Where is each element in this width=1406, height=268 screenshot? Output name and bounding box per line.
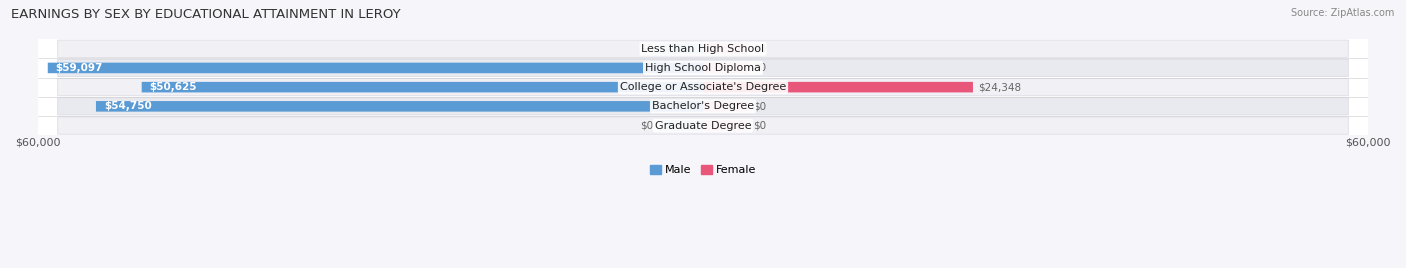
FancyBboxPatch shape: [96, 101, 703, 112]
Text: $0: $0: [640, 44, 654, 54]
FancyBboxPatch shape: [703, 101, 748, 112]
FancyBboxPatch shape: [58, 98, 1348, 115]
Text: Source: ZipAtlas.com: Source: ZipAtlas.com: [1291, 8, 1395, 18]
FancyBboxPatch shape: [58, 117, 1348, 134]
Text: College or Associate's Degree: College or Associate's Degree: [620, 82, 786, 92]
FancyBboxPatch shape: [703, 120, 748, 131]
Text: $0: $0: [752, 121, 766, 131]
FancyBboxPatch shape: [658, 120, 703, 131]
Text: $0: $0: [640, 121, 654, 131]
Text: Less than High School: Less than High School: [641, 44, 765, 54]
FancyBboxPatch shape: [58, 79, 1348, 96]
Text: $0: $0: [752, 44, 766, 54]
Text: High School Diploma: High School Diploma: [645, 63, 761, 73]
FancyBboxPatch shape: [58, 59, 1348, 77]
Text: $0: $0: [752, 63, 766, 73]
FancyBboxPatch shape: [658, 43, 703, 54]
Text: $54,750: $54,750: [104, 101, 152, 111]
FancyBboxPatch shape: [703, 63, 748, 73]
FancyBboxPatch shape: [58, 40, 1348, 57]
FancyBboxPatch shape: [703, 82, 973, 92]
Text: $24,348: $24,348: [979, 82, 1021, 92]
FancyBboxPatch shape: [703, 43, 748, 54]
Legend: Male, Female: Male, Female: [645, 160, 761, 180]
Text: $0: $0: [752, 101, 766, 111]
Text: Graduate Degree: Graduate Degree: [655, 121, 751, 131]
FancyBboxPatch shape: [48, 63, 703, 73]
Text: $50,625: $50,625: [149, 82, 197, 92]
Text: EARNINGS BY SEX BY EDUCATIONAL ATTAINMENT IN LEROY: EARNINGS BY SEX BY EDUCATIONAL ATTAINMEN…: [11, 8, 401, 21]
FancyBboxPatch shape: [142, 82, 703, 92]
Text: Bachelor's Degree: Bachelor's Degree: [652, 101, 754, 111]
Text: $59,097: $59,097: [56, 63, 103, 73]
